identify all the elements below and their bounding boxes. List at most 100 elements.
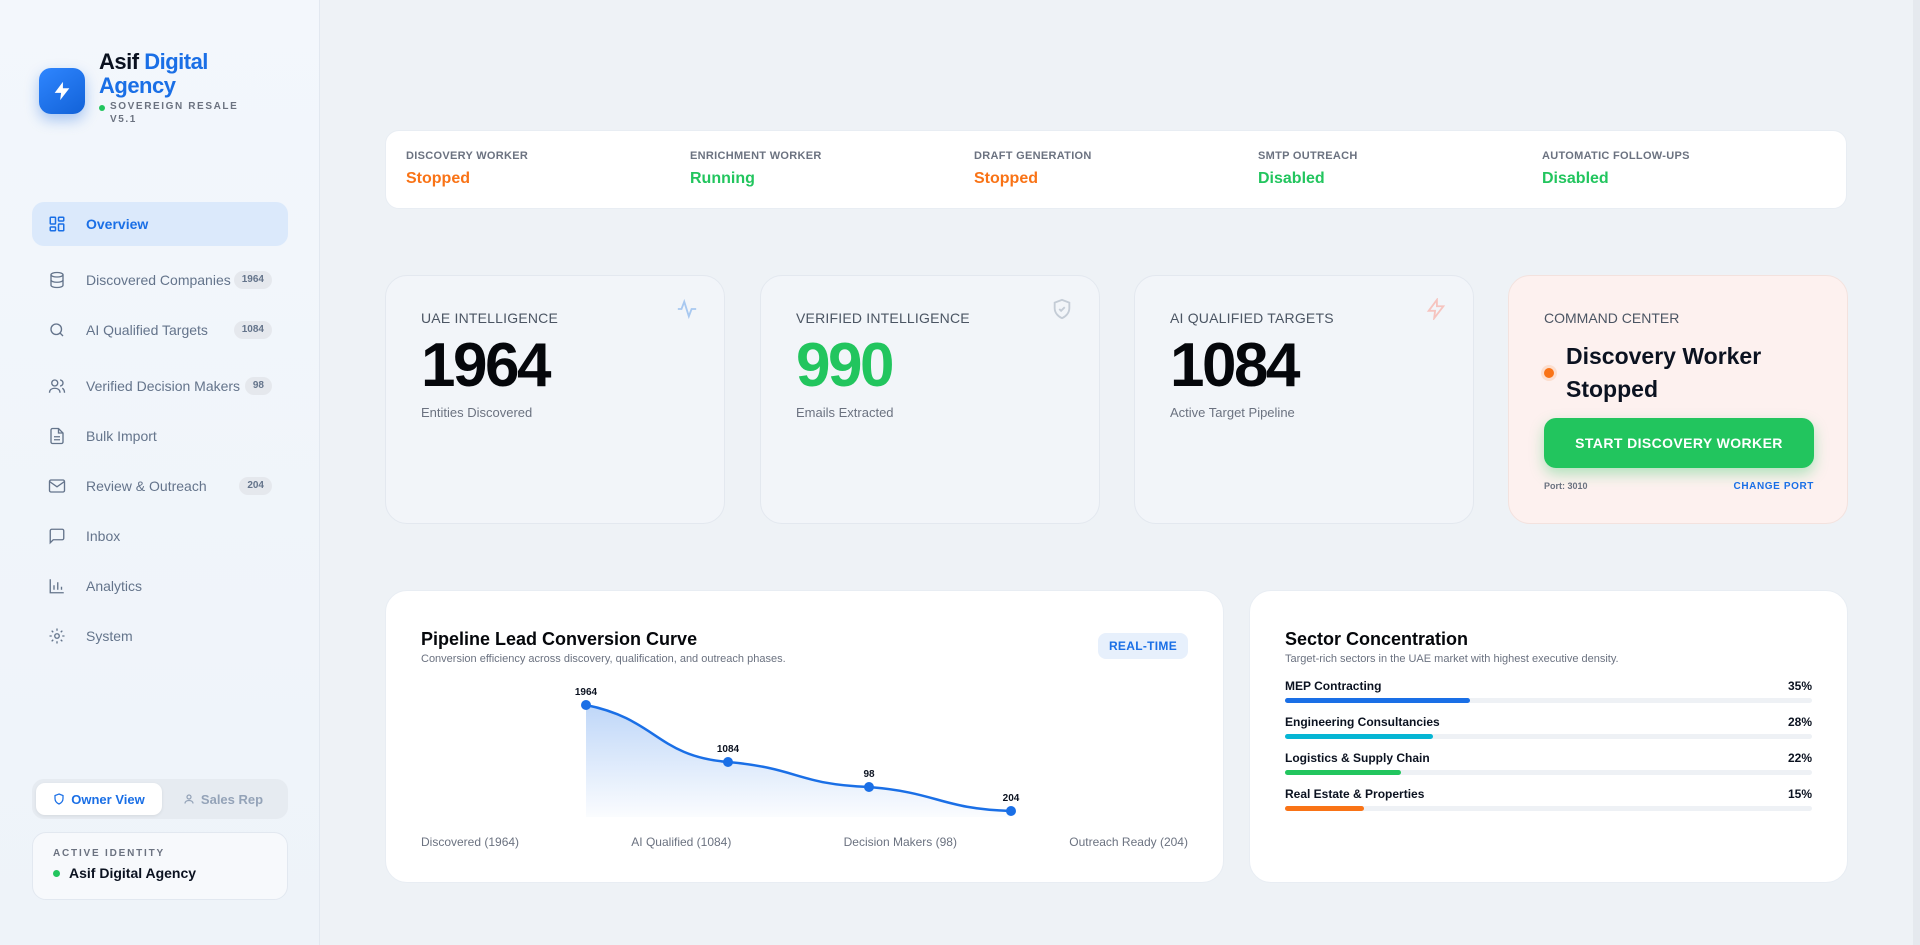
curve-point[interactable] (864, 782, 874, 792)
sidebar: Asif Digital Agency SOVEREIGN RESALE V5.… (0, 0, 320, 945)
sector-row: Engineering Consultancies 28% (1285, 715, 1812, 739)
mail-icon (46, 475, 68, 497)
sidebar-item-label: Review & Outreach (86, 478, 207, 494)
sector-list: MEP Contracting 35% Engineering Consultan… (1285, 679, 1812, 811)
search-icon (46, 319, 68, 341)
stage-label: Discovered (1964) (421, 835, 520, 849)
sidebar-item-verified-decision-makers[interactable]: Verified Decision Makers 98 (32, 364, 288, 408)
page-scrollbar[interactable] (1913, 0, 1920, 945)
sidebar-item-label: Discovered Companies (86, 272, 231, 288)
command-center-label: COMMAND CENTER (1544, 310, 1680, 326)
sidebar-item-discovered-companies[interactable]: Discovered Companies 1964 (32, 258, 288, 302)
panel-title: Pipeline Lead Conversion Curve (421, 629, 698, 649)
gear-icon (46, 625, 68, 647)
stat-card-ai-qualified-targets: AI QUALIFIED TARGETS 1084 Active Target … (1134, 275, 1474, 524)
sidebar-item-label: Inbox (86, 528, 121, 544)
command-status: Discovery Worker Stopped (1544, 340, 1812, 406)
sidebar-item-ai-qualified-targets[interactable]: AI Qualified Targets 1084 (32, 308, 288, 352)
progress-fill (1285, 806, 1365, 811)
sidebar-item-analytics[interactable]: Analytics (32, 564, 288, 608)
curve-line (585, 703, 1012, 813)
stat-card-uae-intelligence: UAE INTELLIGENCE 1964 Entities Discovere… (385, 275, 725, 524)
brand-subtitle: SOVEREIGN RESALE V5.1 (99, 100, 249, 126)
stat-value: 1084 (1170, 331, 1300, 400)
worker-status-smtp: SMTP OUTREACH Disabled (1258, 150, 1542, 208)
bolt-logo-icon (39, 68, 85, 114)
file-icon (46, 425, 68, 447)
curve-area (586, 705, 1011, 817)
sector-row: MEP Contracting 35% (1285, 679, 1812, 703)
status-value: Disabled (1542, 170, 1609, 187)
status-dot-icon (1544, 368, 1554, 378)
sidebar-item-label: Verified Decision Makers (86, 378, 241, 394)
owner-view-button[interactable]: Owner View (36, 783, 162, 815)
sales-rep-button[interactable]: Sales Rep (162, 783, 284, 815)
sidebar-item-label: System (86, 628, 133, 644)
status-value: Disabled (1258, 170, 1325, 187)
shield-check-icon (1051, 298, 1073, 325)
sidebar-nav: Overview Discovered Companies 1964 AI Qu… (32, 202, 288, 658)
sidebar-item-system[interactable]: System (32, 614, 288, 658)
stat-value: 1964 (421, 331, 551, 400)
count-badge: 1964 (233, 271, 272, 289)
pipeline-conversion-panel: 1964 1084 98 204 Pipeline Lead Conversion C… (385, 590, 1224, 883)
curve-point[interactable] (723, 757, 733, 767)
user-icon (184, 794, 194, 804)
identity-name: Asif Digital Agency (53, 865, 267, 881)
view-toggle: Owner View Sales Rep (32, 779, 288, 819)
stage-label: AI Qualified (1084) (631, 835, 732, 849)
worker-status-discovery: DISCOVERY WORKER Stopped (406, 150, 690, 208)
progress-track (1285, 698, 1812, 703)
stage-label: Outreach Ready (204) (1069, 835, 1188, 849)
zap-icon (1425, 297, 1447, 325)
sidebar-item-label: AI Qualified Targets (86, 322, 208, 338)
online-dot-icon (53, 869, 60, 877)
curve-data-label: 1964 (575, 687, 598, 698)
online-dot-icon (99, 105, 105, 111)
stat-card-verified-intelligence: VERIFIED INTELLIGENCE 990 Emails Extract… (760, 275, 1100, 524)
count-badge: 204 (239, 477, 272, 495)
curve-data-label: 98 (863, 769, 875, 780)
command-center-card: COMMAND CENTER Discovery Worker Stopped … (1508, 275, 1848, 524)
panel-title: Sector Concentration (1285, 629, 1469, 649)
curve-data-label: 1084 (717, 744, 740, 755)
status-value: Stopped (974, 170, 1038, 187)
activity-icon (676, 298, 698, 325)
sector-row: Real Estate & Properties 15% (1285, 787, 1812, 811)
sidebar-item-inbox[interactable]: Inbox (32, 514, 288, 558)
progress-track (1285, 734, 1812, 739)
worker-status-followups: AUTOMATIC FOLLOW-UPS Disabled (1542, 150, 1826, 208)
count-badge: 1084 (233, 321, 272, 339)
start-discovery-worker-button[interactable]: START DISCOVERY WORKER (1544, 418, 1814, 468)
brand[interactable]: Asif Digital Agency SOVEREIGN RESALE V5.… (39, 50, 249, 126)
realtime-badge: REAL-TIME (1097, 633, 1188, 659)
curve-point[interactable] (1006, 806, 1016, 816)
sidebar-item-review-outreach[interactable]: Review & Outreach 204 (32, 464, 288, 508)
worker-status-draft: DRAFT GENERATION Stopped (974, 150, 1258, 208)
panel-subtitle: Conversion efficiency across discovery, … (421, 653, 786, 665)
message-icon (46, 525, 68, 547)
progress-fill (1285, 770, 1402, 775)
layout-grid-icon (46, 213, 68, 235)
sector-concentration-panel: Sector Concentration Target-rich sectors… (1249, 590, 1848, 883)
sidebar-item-label: Bulk Import (86, 428, 157, 444)
pipeline-curve-chart: 1964 1084 98 204 (575, 687, 1020, 817)
sidebar-item-bulk-import[interactable]: Bulk Import (32, 414, 288, 458)
stage-labels: Discovered (1964) AI Qualified (1084) De… (421, 835, 1188, 849)
progress-track (1285, 770, 1812, 775)
curve-point[interactable] (581, 700, 591, 710)
panel-subtitle: Target-rich sectors in the UAE market wi… (1285, 653, 1619, 665)
stage-label: Decision Makers (98) (843, 835, 957, 849)
active-identity-card: ACTIVE IDENTITY Asif Digital Agency (32, 832, 288, 900)
worker-status-enrichment: ENRICHMENT WORKER Running (690, 150, 974, 208)
stat-value: 990 (796, 331, 894, 400)
worker-status-bar: DISCOVERY WORKER Stopped ENRICHMENT WORK… (385, 130, 1847, 209)
progress-fill (1285, 698, 1470, 703)
users-icon (46, 375, 68, 397)
identity-label: ACTIVE IDENTITY (53, 848, 166, 859)
progress-track (1285, 806, 1812, 811)
change-port-link[interactable]: CHANGE PORT (1733, 481, 1814, 492)
sidebar-item-overview[interactable]: Overview (32, 202, 288, 246)
sidebar-item-label: Analytics (86, 578, 143, 594)
brand-title: Asif Digital Agency (99, 49, 208, 98)
